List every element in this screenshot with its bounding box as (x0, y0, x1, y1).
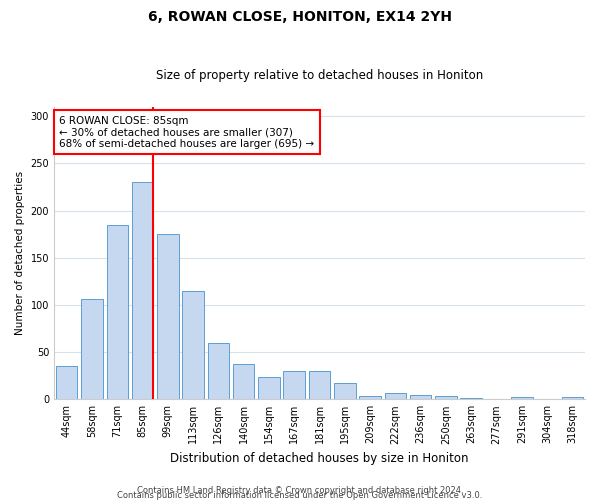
Bar (562, 398, 583, 400)
Bar (81, 300, 103, 400)
Bar (208, 342, 229, 400)
Bar (56, 366, 77, 400)
Text: 6 ROWAN CLOSE: 85sqm
← 30% of detached houses are smaller (307)
68% of semi-deta: 6 ROWAN CLOSE: 85sqm ← 30% of detached h… (59, 116, 314, 149)
X-axis label: Distribution of detached houses by size in Honiton: Distribution of detached houses by size … (170, 452, 469, 465)
Bar (157, 234, 179, 400)
Bar (410, 394, 431, 400)
Bar (107, 224, 128, 400)
Text: 6, ROWAN CLOSE, HONITON, EX14 2YH: 6, ROWAN CLOSE, HONITON, EX14 2YH (148, 10, 452, 24)
Bar (309, 371, 330, 400)
Bar (258, 376, 280, 400)
Title: Size of property relative to detached houses in Honiton: Size of property relative to detached ho… (156, 69, 483, 82)
Bar (511, 398, 533, 400)
Bar (283, 371, 305, 400)
Bar (359, 396, 381, 400)
Bar (460, 398, 482, 400)
Bar (435, 396, 457, 400)
Text: Contains HM Land Registry data © Crown copyright and database right 2024.: Contains HM Land Registry data © Crown c… (137, 486, 463, 495)
Bar (334, 384, 356, 400)
Bar (132, 182, 153, 400)
Bar (182, 291, 204, 400)
Bar (233, 364, 254, 400)
Text: Contains public sector information licensed under the Open Government Licence v3: Contains public sector information licen… (118, 491, 482, 500)
Y-axis label: Number of detached properties: Number of detached properties (15, 171, 25, 335)
Bar (385, 392, 406, 400)
